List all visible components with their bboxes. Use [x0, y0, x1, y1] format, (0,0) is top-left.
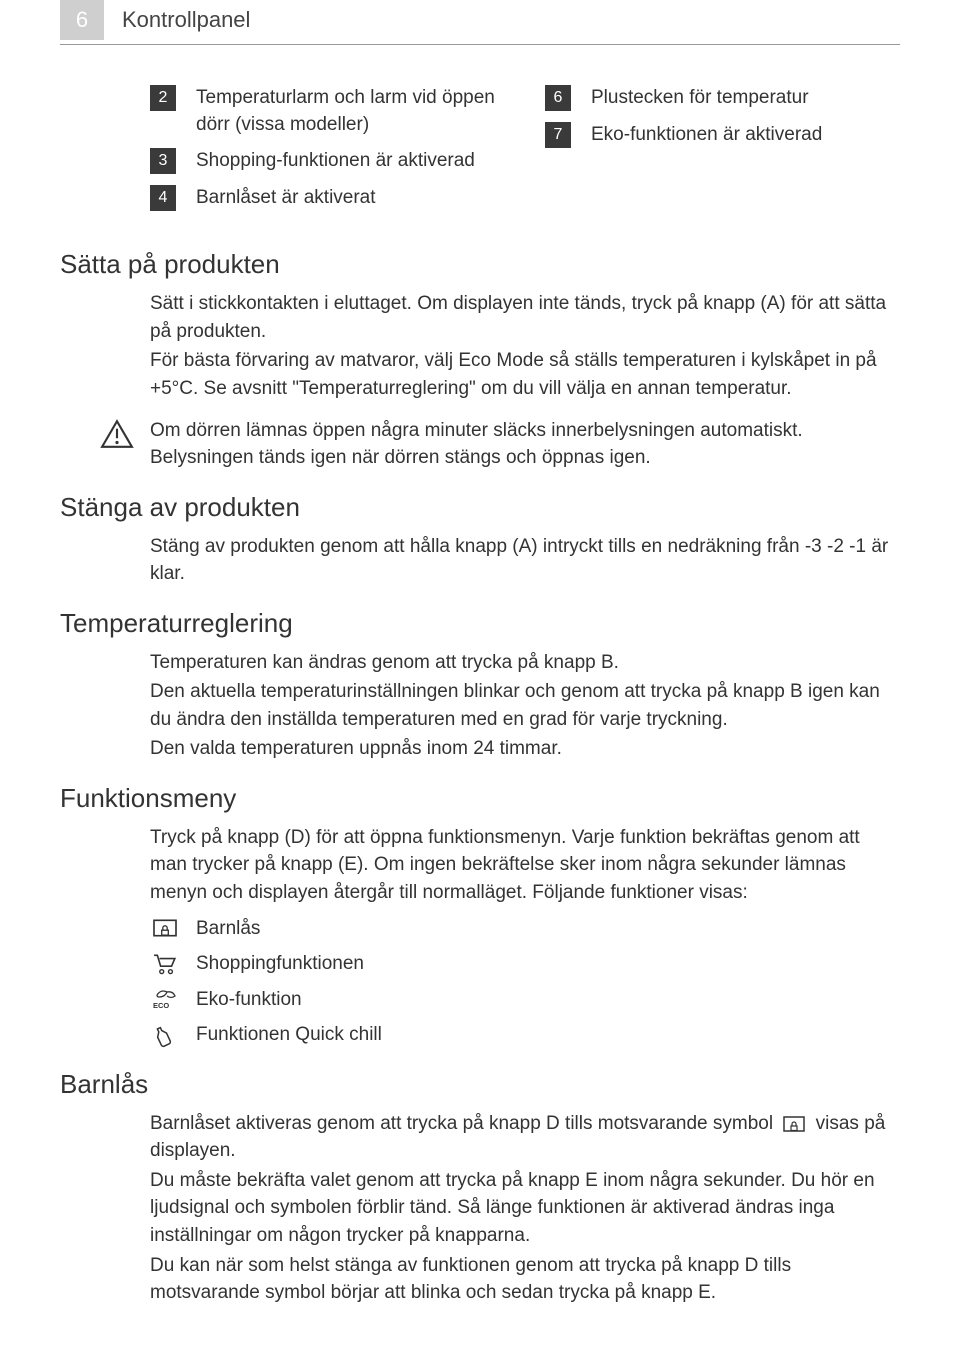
page-number: 6 — [76, 7, 88, 33]
paragraph: Du kan när som helst stänga av funktione… — [150, 1252, 900, 1307]
definition-row: 3 Shopping-funktionen är aktiverad — [150, 148, 505, 175]
warning-text: Om dörren lämnas öppen några minuter slä… — [150, 417, 900, 472]
page-number-box: 6 — [60, 0, 104, 40]
definition-number: 2 — [159, 89, 168, 107]
function-label: Eko-funktion — [196, 986, 302, 1014]
function-item-shopping: Shoppingfunktionen — [150, 950, 900, 978]
section-funk: Funktionsmeny Tryck på knapp (D) för att… — [60, 783, 900, 1049]
definition-text: Plustecken för temperatur — [591, 85, 809, 112]
paragraph-with-icon: Barnlåset aktiveras genom att trycka på … — [150, 1110, 900, 1165]
section-heading: Stänga av produkten — [60, 492, 900, 523]
definition-row: 6 Plustecken för temperatur — [545, 85, 900, 112]
section-satta: Sätta på produkten Sätt i stickkontakten… — [60, 249, 900, 471]
function-list: Barnlås Shoppingfunktionen — [150, 915, 900, 1049]
definition-text: Temperaturlarm och larm vid öppen dörr (… — [196, 85, 505, 138]
page-header: 6 Kontrollpanel — [60, 0, 900, 45]
page-title: Kontrollpanel — [122, 7, 250, 33]
paragraph: Stäng av produkten genom att hålla knapp… — [150, 533, 900, 588]
paragraph: Tryck på knapp (D) för att öppna funktio… — [150, 824, 900, 907]
paragraph: Den aktuella temperaturinställningen bli… — [150, 678, 900, 733]
warning-row: Om dörren lämnas öppen några minuter slä… — [100, 417, 900, 472]
function-label: Funktionen Quick chill — [196, 1021, 382, 1049]
page-root: 6 Kontrollpanel 2 Temperaturlarm och lar… — [0, 0, 960, 1367]
definition-number: 6 — [554, 89, 563, 107]
definition-number-box: 4 — [150, 185, 176, 211]
definition-row: 2 Temperaturlarm och larm vid öppen dörr… — [150, 85, 505, 138]
definition-text: Shopping-funktionen är aktiverad — [196, 148, 475, 175]
definition-text: Barnlåset är aktiverat — [196, 185, 376, 212]
svg-text:ECO: ECO — [153, 1001, 169, 1010]
definition-number: 4 — [159, 189, 168, 207]
warning-icon — [100, 419, 134, 454]
definition-number-box: 3 — [150, 148, 176, 174]
definition-number: 7 — [554, 126, 563, 144]
section-body: Temperaturen kan ändras genom att trycka… — [150, 649, 900, 763]
definition-number-box: 6 — [545, 85, 571, 111]
definitions-right-column: 6 Plustecken för temperatur 7 Eko-funkti… — [545, 85, 900, 221]
eco-icon: ECO — [150, 987, 180, 1011]
definition-text: Eko-funktionen är aktiverad — [591, 122, 822, 149]
section-body: Tryck på knapp (D) för att öppna funktio… — [150, 824, 900, 1049]
paragraph: Du måste bekräfta valet genom att trycka… — [150, 1167, 900, 1250]
paragraph: För bästa förvaring av matvaror, välj Ec… — [150, 347, 900, 402]
function-item-barnlas: Barnlås — [150, 915, 900, 943]
lock-icon — [782, 1114, 806, 1134]
section-heading: Barnlås — [60, 1069, 900, 1100]
function-label: Shoppingfunktionen — [196, 950, 364, 978]
section-body: Stäng av produkten genom att hålla knapp… — [150, 533, 900, 588]
definition-row: 7 Eko-funktionen är aktiverad — [545, 122, 900, 149]
paragraph: Sätt i stickkontakten i eluttaget. Om di… — [150, 290, 900, 345]
section-heading: Temperaturreglering — [60, 608, 900, 639]
lock-icon — [150, 916, 180, 940]
section-body: Sätt i stickkontakten i eluttaget. Om di… — [150, 290, 900, 402]
definitions-grid: 2 Temperaturlarm och larm vid öppen dörr… — [150, 85, 900, 221]
definition-row: 4 Barnlåset är aktiverat — [150, 185, 505, 212]
bottle-icon — [150, 1023, 180, 1047]
section-temp: Temperaturreglering Temperaturen kan änd… — [60, 608, 900, 763]
section-stanga: Stänga av produkten Stäng av produkten g… — [60, 492, 900, 588]
definitions-left-column: 2 Temperaturlarm och larm vid öppen dörr… — [150, 85, 505, 221]
paragraph-text: Barnlåset aktiveras genom att trycka på … — [150, 1113, 778, 1134]
definition-number-box: 2 — [150, 85, 176, 111]
section-barnlas: Barnlås Barnlåset aktiveras genom att tr… — [60, 1069, 900, 1307]
paragraph: Den valda temperaturen uppnås inom 24 ti… — [150, 735, 900, 763]
section-body: Barnlåset aktiveras genom att trycka på … — [150, 1110, 900, 1307]
section-heading: Funktionsmeny — [60, 783, 900, 814]
function-label: Barnlås — [196, 915, 260, 943]
definition-number: 3 — [159, 152, 168, 170]
shopping-cart-icon — [150, 952, 180, 976]
section-heading: Sätta på produkten — [60, 249, 900, 280]
paragraph: Temperaturen kan ändras genom att trycka… — [150, 649, 900, 677]
definition-number-box: 7 — [545, 122, 571, 148]
function-item-eko: ECO Eko-funktion — [150, 986, 900, 1014]
function-item-quick: Funktionen Quick chill — [150, 1021, 900, 1049]
